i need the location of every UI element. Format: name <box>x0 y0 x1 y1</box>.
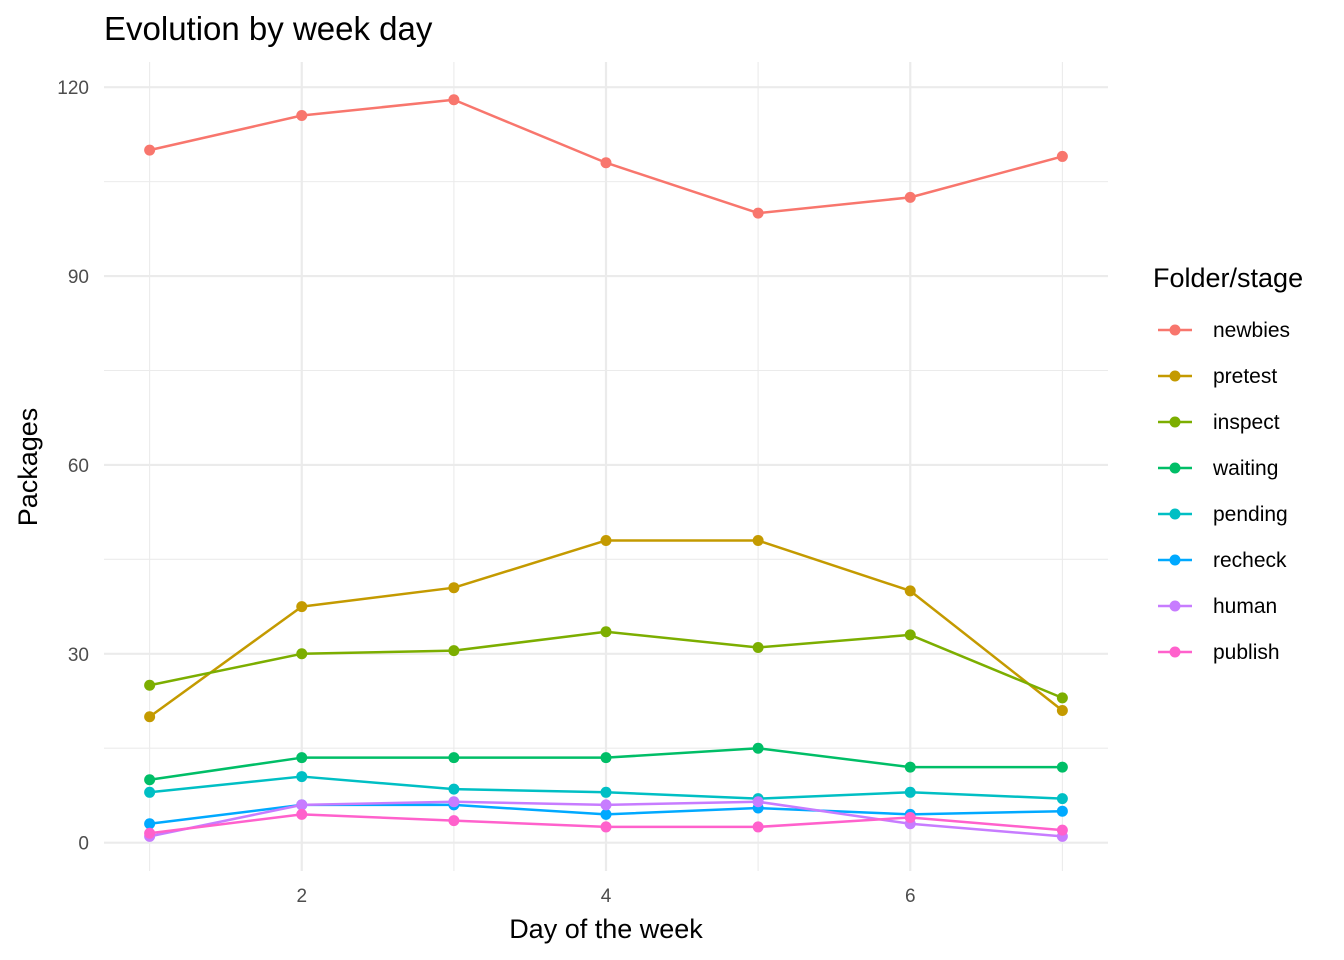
data-point-newbies <box>752 207 764 219</box>
data-point-inspect <box>296 648 308 660</box>
series-inspect <box>144 626 1068 704</box>
legend-item-waiting: waiting <box>1158 457 1278 480</box>
y-tick-label: 30 <box>68 645 89 666</box>
legend-label: human <box>1213 595 1277 618</box>
x-tick-label: 2 <box>296 886 307 907</box>
series-pretest <box>144 534 1068 723</box>
data-point-inspect <box>904 629 916 641</box>
legend-title: Folder/stage <box>1153 263 1303 293</box>
y-tick-label: 90 <box>68 267 89 288</box>
y-tick-label: 60 <box>68 456 89 477</box>
series-group <box>144 94 1068 842</box>
y-axis-title: Packages <box>13 408 43 527</box>
data-point-pretest <box>600 534 612 546</box>
legend-item-publish: publish <box>1158 641 1280 664</box>
x-axis-ticks: 2 4 6 <box>296 886 915 907</box>
legend-items: newbies pretest inspect waiting pending reche… <box>1158 319 1290 664</box>
data-point-waiting <box>1056 761 1068 773</box>
legend-label: pending <box>1213 503 1288 526</box>
grid-major <box>104 62 1108 871</box>
x-tick-label: 4 <box>601 886 612 907</box>
data-point-newbies <box>448 94 460 106</box>
data-point-recheck <box>600 808 612 820</box>
data-point-human <box>752 796 764 808</box>
series-waiting <box>144 742 1068 786</box>
data-point-newbies <box>144 144 156 156</box>
data-point-newbies <box>600 157 612 169</box>
x-tick-label: 6 <box>905 886 916 907</box>
legend-key-point <box>1169 508 1181 520</box>
data-point-human <box>600 799 612 811</box>
series-publish <box>144 808 1068 839</box>
data-point-inspect <box>752 642 764 654</box>
data-point-pretest <box>904 585 916 597</box>
legend-key-point <box>1169 462 1181 474</box>
data-point-inspect <box>1056 692 1068 704</box>
data-point-publish <box>904 811 916 823</box>
legend-key-point <box>1169 324 1181 336</box>
legend-label: publish <box>1213 641 1280 664</box>
data-point-pending <box>448 783 460 795</box>
data-point-pending <box>296 771 308 783</box>
data-point-waiting <box>144 774 156 786</box>
data-point-recheck <box>144 818 156 830</box>
legend-label: waiting <box>1212 457 1278 480</box>
data-point-publish <box>752 821 764 833</box>
data-point-waiting <box>752 742 764 754</box>
data-point-inspect <box>448 645 460 657</box>
legend-label: newbies <box>1213 319 1290 342</box>
data-point-pretest <box>752 534 764 546</box>
series-newbies <box>144 94 1068 219</box>
data-point-publish <box>600 821 612 833</box>
y-tick-label: 0 <box>78 834 89 855</box>
data-point-publish <box>448 815 460 827</box>
legend-item-human: human <box>1158 595 1277 618</box>
legend-key-point <box>1169 646 1181 658</box>
data-point-pending <box>600 786 612 798</box>
data-point-pretest <box>448 582 460 594</box>
data-point-waiting <box>448 752 460 764</box>
data-point-human <box>448 796 460 808</box>
data-point-newbies <box>296 110 308 122</box>
data-point-pretest <box>296 601 308 613</box>
chart-title: Evolution by week day <box>104 10 433 47</box>
legend-key-point <box>1169 370 1181 382</box>
legend-key-point <box>1169 554 1181 566</box>
legend-label: pretest <box>1213 365 1277 388</box>
legend-item-recheck: recheck <box>1158 549 1287 572</box>
y-axis-ticks: 0 30 60 90 120 <box>57 78 89 854</box>
data-point-inspect <box>144 679 156 691</box>
legend: Folder/stage newbies pretest inspect waitin… <box>1153 263 1303 664</box>
legend-item-inspect: inspect <box>1158 411 1280 434</box>
series-human <box>144 796 1068 842</box>
data-point-newbies <box>904 191 916 203</box>
data-point-pending <box>1056 793 1068 805</box>
data-point-pretest <box>1056 704 1068 716</box>
data-point-waiting <box>600 752 612 764</box>
data-point-pending <box>144 786 156 798</box>
data-point-publish <box>1056 824 1068 836</box>
x-axis-title: Day of the week <box>509 914 703 944</box>
y-tick-label: 120 <box>57 78 89 99</box>
legend-key-point <box>1169 416 1181 428</box>
data-point-human <box>296 799 308 811</box>
legend-key-point <box>1169 600 1181 612</box>
legend-item-newbies: newbies <box>1158 319 1290 342</box>
data-point-pending <box>904 786 916 798</box>
legend-item-pretest: pretest <box>1158 365 1277 388</box>
data-point-waiting <box>296 752 308 764</box>
data-point-waiting <box>904 761 916 773</box>
data-point-publish <box>144 827 156 839</box>
data-point-publish <box>296 808 308 820</box>
data-point-recheck <box>1056 805 1068 817</box>
legend-label: recheck <box>1213 549 1287 572</box>
data-point-inspect <box>600 626 612 638</box>
data-point-pretest <box>144 711 156 723</box>
legend-label: inspect <box>1213 411 1280 434</box>
data-point-newbies <box>1056 150 1068 162</box>
legend-item-pending: pending <box>1158 503 1288 526</box>
